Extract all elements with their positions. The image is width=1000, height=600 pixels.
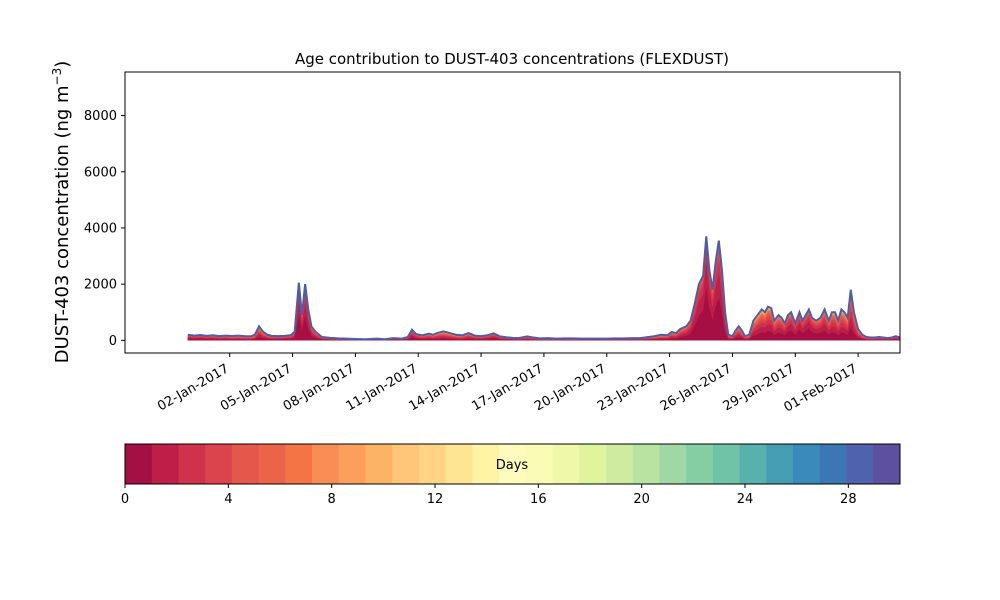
- age-layer-area: [187, 242, 900, 341]
- colorbar-cell: [686, 444, 714, 484]
- y-tick-label: 8000: [84, 109, 117, 124]
- colorbar-cell: [392, 444, 420, 484]
- age-layer-area: [187, 236, 900, 341]
- colorbar-cell: [338, 444, 367, 484]
- colorbar-tick-label: 16: [530, 492, 547, 507]
- age-layer-area: [187, 236, 900, 341]
- plot-frame: [124, 71, 901, 354]
- colorbar-cell: [579, 444, 607, 484]
- colorbar-cell: [499, 444, 527, 484]
- colorbar-cell: [739, 444, 767, 484]
- age-layer-area: [187, 236, 900, 341]
- age-layer-area: [187, 236, 900, 341]
- age-layer-area: [187, 236, 900, 341]
- colorbar-cell: [873, 444, 901, 484]
- colorbar-cell: [712, 444, 741, 484]
- y-axis-label: DUST-403 concentration (ng m−3): [50, 61, 73, 364]
- age-layer-area: [187, 236, 900, 341]
- age-layer-area: [187, 236, 900, 341]
- age-layer-area: [187, 236, 900, 341]
- colorbar-cell: [365, 444, 393, 484]
- age-layer-area: [187, 239, 900, 341]
- age-layer-area: [187, 236, 900, 341]
- age-layer-area: [187, 236, 900, 341]
- y-tick-label: 0: [109, 334, 117, 349]
- colorbar-cell: [819, 444, 848, 484]
- y-tick-label: 6000: [84, 165, 117, 180]
- age-layer-area: [187, 237, 900, 341]
- colorbar-ticks: 0 4 8 12 16 20 24 28: [121, 484, 857, 507]
- plot-area: [124, 71, 901, 354]
- age-layer-area: [187, 236, 900, 341]
- age-layer-area: [187, 287, 900, 341]
- colorbar: Days 0 4 8 12 16 20 24 28: [121, 443, 901, 507]
- colorbar-cell: [766, 444, 794, 484]
- age-layer-area: [187, 236, 900, 341]
- age-layer-area: [187, 236, 900, 341]
- colorbar-tick-label: 28: [840, 492, 857, 507]
- colorbar-tick-label: 8: [328, 492, 336, 507]
- x-axis-ticks: 02-Jan-201705-Jan-201708-Jan-201711-Jan-…: [155, 353, 860, 415]
- total-concentration-line: [187, 236, 900, 341]
- colorbar-cell: [285, 444, 313, 484]
- colorbar-tick-label: 20: [633, 492, 650, 507]
- chart-title: Age contribution to DUST-403 concentrati…: [295, 50, 729, 68]
- colorbar-cell: [178, 444, 206, 484]
- colorbar-cell: [846, 444, 874, 484]
- age-layer-area: [187, 236, 900, 341]
- age-layer-area: [187, 236, 900, 341]
- age-layer-area: [187, 236, 900, 341]
- colorbar-cell: [418, 444, 447, 484]
- age-layer-area: [187, 236, 900, 341]
- age-layer-area: [187, 236, 900, 341]
- colorbar-tick-label: 4: [224, 492, 232, 507]
- age-layer-area: [187, 236, 900, 341]
- colorbar-cell: [125, 444, 153, 484]
- colorbar-cell: [151, 444, 179, 484]
- colorbar-tick-label: 12: [427, 492, 444, 507]
- colorbar-label: Days: [496, 458, 529, 473]
- colorbar-cell: [312, 444, 340, 484]
- colorbar-cell: [472, 444, 500, 484]
- colorbar-frame: [124, 443, 901, 485]
- colorbar-cell: [632, 444, 660, 484]
- y-tick-label: 4000: [84, 221, 117, 236]
- age-layer-area: [187, 237, 900, 341]
- age-layer-area: [187, 236, 900, 341]
- colorbar-cell: [231, 444, 260, 484]
- y-tick-label: 2000: [84, 278, 117, 293]
- colorbar-cell: [258, 444, 286, 484]
- colorbar-cell: [552, 444, 580, 484]
- colorbar-cell: [606, 444, 634, 484]
- colorbar-cell: [659, 444, 687, 484]
- age-layer-area: [187, 236, 900, 341]
- colorbar-cell: [445, 444, 473, 484]
- colorbar-tick-label: 24: [737, 492, 754, 507]
- colorbar-cell: [205, 444, 233, 484]
- colorbar-cell: [525, 444, 554, 484]
- y-axis-ticks: 0 2000 4000 6000 8000: [84, 109, 125, 349]
- colorbar-cells: [125, 444, 901, 484]
- age-layer-area: [187, 236, 900, 341]
- colorbar-tick-label: 0: [121, 492, 129, 507]
- age-area-layers: [187, 236, 900, 341]
- colorbar-cell: [793, 444, 821, 484]
